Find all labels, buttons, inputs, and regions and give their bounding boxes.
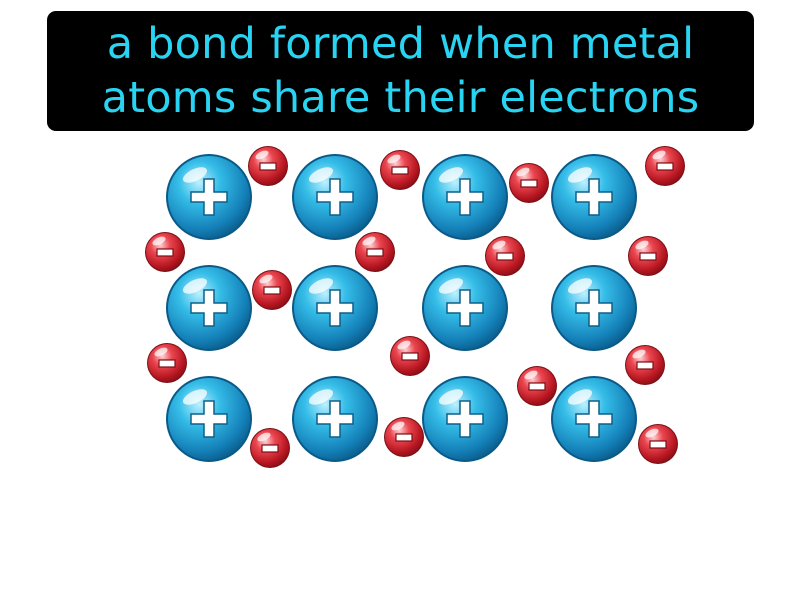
electron	[384, 417, 424, 457]
positive-ion	[292, 154, 378, 240]
positive-ion	[292, 265, 378, 351]
minus-sign-icon	[401, 352, 419, 361]
positive-ion	[166, 265, 252, 351]
electron	[509, 163, 549, 203]
plus-sign-icon	[316, 178, 354, 216]
plus-sign-icon	[190, 289, 228, 327]
electron	[638, 424, 678, 464]
minus-sign-icon	[158, 359, 176, 368]
definition-caption: a bond formed when metal atoms share the…	[47, 11, 754, 131]
minus-sign-icon	[656, 162, 674, 171]
minus-sign-icon	[520, 179, 538, 188]
plus-sign-icon	[575, 178, 613, 216]
plus-sign-icon	[575, 289, 613, 327]
electron	[147, 343, 187, 383]
minus-sign-icon	[528, 382, 546, 391]
plus-sign-icon	[575, 400, 613, 438]
electron	[380, 150, 420, 190]
minus-sign-icon	[263, 286, 281, 295]
plus-sign-icon	[190, 400, 228, 438]
plus-sign-icon	[316, 400, 354, 438]
minus-sign-icon	[261, 444, 279, 453]
electron	[625, 345, 665, 385]
electron	[628, 236, 668, 276]
electron	[485, 236, 525, 276]
electron	[645, 146, 685, 186]
electron	[250, 428, 290, 468]
minus-sign-icon	[636, 361, 654, 370]
plus-sign-icon	[190, 178, 228, 216]
positive-ion	[422, 265, 508, 351]
positive-ion	[166, 376, 252, 462]
positive-ion	[551, 376, 637, 462]
positive-ion	[551, 154, 637, 240]
electron	[248, 146, 288, 186]
positive-ion	[422, 376, 508, 462]
minus-sign-icon	[639, 252, 657, 261]
positive-ion	[292, 376, 378, 462]
electron	[355, 232, 395, 272]
plus-sign-icon	[446, 289, 484, 327]
minus-sign-icon	[496, 252, 514, 261]
definition-line-2: atoms share their electrons	[101, 73, 700, 123]
electron	[390, 336, 430, 376]
definition-line-1: a bond formed when metal	[106, 19, 695, 69]
electron	[252, 270, 292, 310]
positive-ion	[551, 265, 637, 351]
minus-sign-icon	[395, 433, 413, 442]
minus-sign-icon	[391, 166, 409, 175]
plus-sign-icon	[446, 178, 484, 216]
minus-sign-icon	[649, 440, 667, 449]
electron	[145, 232, 185, 272]
electron	[517, 366, 557, 406]
positive-ion	[422, 154, 508, 240]
minus-sign-icon	[156, 248, 174, 257]
plus-sign-icon	[316, 289, 354, 327]
minus-sign-icon	[366, 248, 384, 257]
positive-ion	[166, 154, 252, 240]
plus-sign-icon	[446, 400, 484, 438]
minus-sign-icon	[259, 162, 277, 171]
